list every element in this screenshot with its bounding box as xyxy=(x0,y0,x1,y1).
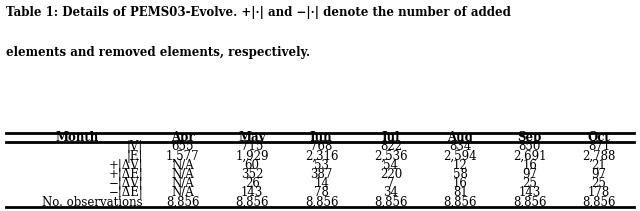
Text: Sep: Sep xyxy=(517,131,542,144)
Text: 25: 25 xyxy=(591,177,606,190)
Text: 8,856: 8,856 xyxy=(374,196,408,209)
Text: 34: 34 xyxy=(383,187,399,199)
Text: 2,594: 2,594 xyxy=(444,150,477,162)
Text: N/A: N/A xyxy=(172,159,195,172)
Text: 143: 143 xyxy=(241,187,264,199)
Text: 850: 850 xyxy=(518,140,541,153)
Text: N/A: N/A xyxy=(172,177,195,190)
Text: 26: 26 xyxy=(244,177,260,190)
Text: 2,691: 2,691 xyxy=(513,150,547,162)
Text: Jun: Jun xyxy=(310,131,333,144)
Text: N/A: N/A xyxy=(172,168,195,181)
Text: Jul: Jul xyxy=(381,131,400,144)
Text: +|ΔE|: +|ΔE| xyxy=(108,168,143,181)
Text: 60: 60 xyxy=(244,159,260,172)
Text: 12: 12 xyxy=(453,159,468,172)
Text: Month: Month xyxy=(56,131,99,144)
Text: 97: 97 xyxy=(522,168,537,181)
Text: Oct: Oct xyxy=(588,131,611,144)
Text: |E|: |E| xyxy=(127,150,143,162)
Text: 768: 768 xyxy=(310,140,333,153)
Text: N/A: N/A xyxy=(172,187,195,199)
Text: 387: 387 xyxy=(310,168,333,181)
Text: 1,929: 1,929 xyxy=(236,150,269,162)
Text: 8,856: 8,856 xyxy=(166,196,200,209)
Text: Apr: Apr xyxy=(171,131,195,144)
Text: 2,788: 2,788 xyxy=(582,150,616,162)
Text: 58: 58 xyxy=(453,168,468,181)
Text: 25: 25 xyxy=(522,177,537,190)
Text: 8,856: 8,856 xyxy=(513,196,547,209)
Text: 54: 54 xyxy=(383,159,399,172)
Text: 715: 715 xyxy=(241,140,264,153)
Text: 655: 655 xyxy=(172,140,194,153)
Text: Aug: Aug xyxy=(447,131,473,144)
Text: elements and removed elements, respectively.: elements and removed elements, respectiv… xyxy=(6,46,310,60)
Text: |V|: |V| xyxy=(127,140,143,153)
Text: 81: 81 xyxy=(453,187,468,199)
Text: 8,856: 8,856 xyxy=(305,196,339,209)
Text: 21: 21 xyxy=(591,159,606,172)
Text: 8,856: 8,856 xyxy=(444,196,477,209)
Text: 8,856: 8,856 xyxy=(582,196,616,209)
Text: 178: 178 xyxy=(588,187,610,199)
Text: 78: 78 xyxy=(314,187,329,199)
Text: 16: 16 xyxy=(522,159,537,172)
Text: +|ΔV|: +|ΔV| xyxy=(109,159,143,172)
Text: 822: 822 xyxy=(380,140,402,153)
Text: −|ΔV|: −|ΔV| xyxy=(109,177,143,190)
Text: 53: 53 xyxy=(314,159,329,172)
Text: 8,856: 8,856 xyxy=(236,196,269,209)
Text: 2,316: 2,316 xyxy=(305,150,339,162)
Text: 143: 143 xyxy=(518,187,541,199)
Text: Table 1: Details of PEMS03-Evolve. +|·| and −|·| denote the number of added: Table 1: Details of PEMS03-Evolve. +|·| … xyxy=(6,6,511,19)
Text: 352: 352 xyxy=(241,168,264,181)
Text: 2,536: 2,536 xyxy=(374,150,408,162)
Text: 220: 220 xyxy=(380,168,402,181)
Text: No. observations: No. observations xyxy=(42,196,143,209)
Text: −|ΔE|: −|ΔE| xyxy=(108,187,143,199)
Text: 834: 834 xyxy=(449,140,472,153)
Text: 7: 7 xyxy=(387,177,395,190)
Text: 97: 97 xyxy=(591,168,607,181)
Text: 871: 871 xyxy=(588,140,610,153)
Text: 16: 16 xyxy=(453,177,468,190)
Text: 14: 14 xyxy=(314,177,329,190)
Text: May: May xyxy=(239,131,266,144)
Text: 1,577: 1,577 xyxy=(166,150,200,162)
